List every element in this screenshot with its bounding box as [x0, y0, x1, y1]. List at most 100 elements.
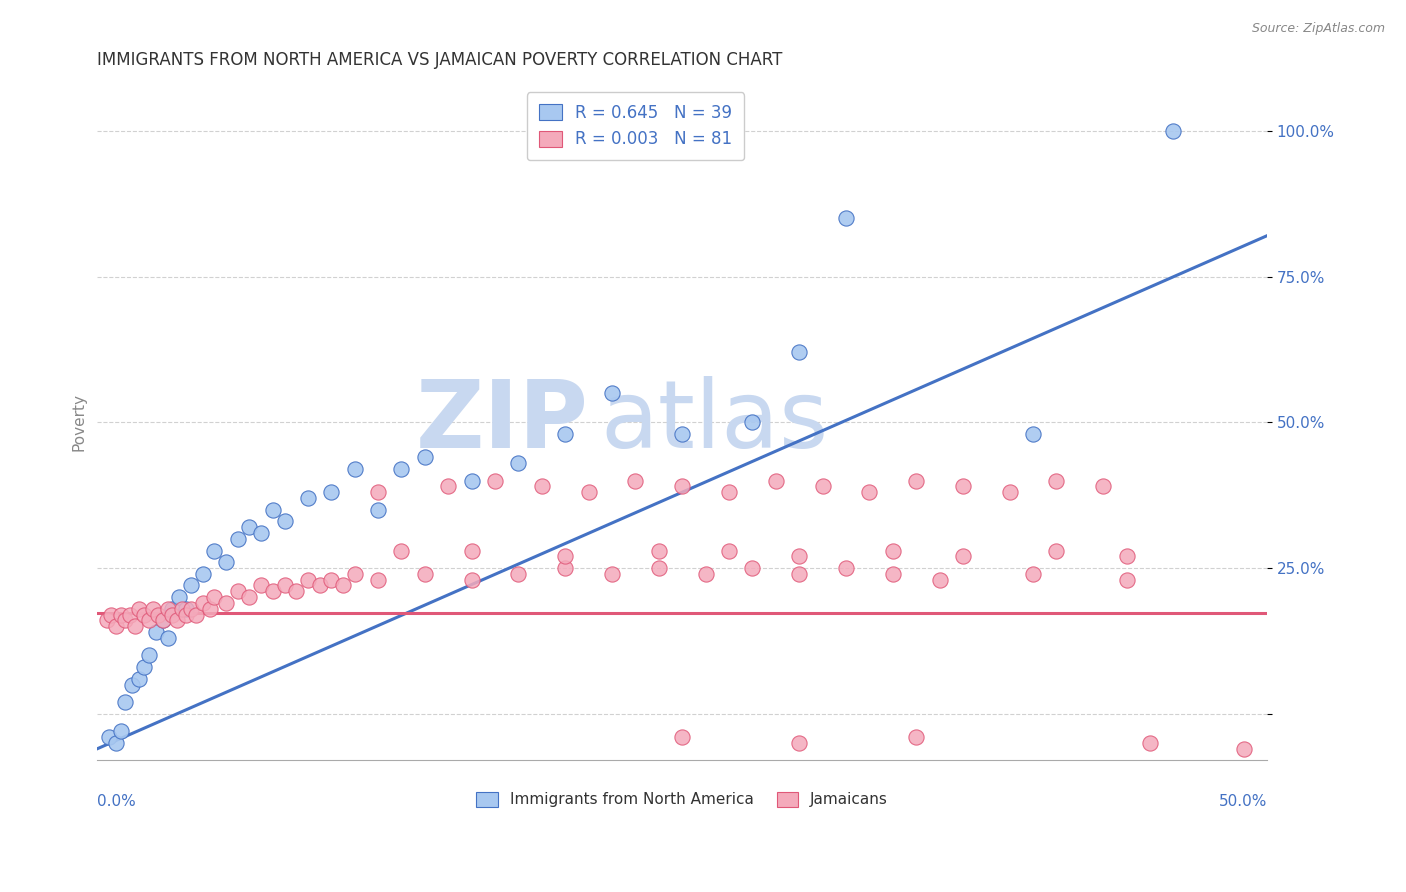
- Point: [952, 479, 974, 493]
- Point: [554, 561, 576, 575]
- Point: [1115, 573, 1137, 587]
- Point: [226, 584, 249, 599]
- Point: [128, 672, 150, 686]
- Point: [554, 549, 576, 564]
- Point: [156, 602, 179, 616]
- Point: [138, 614, 160, 628]
- Point: [297, 491, 319, 505]
- Point: [437, 479, 460, 493]
- Point: [1139, 736, 1161, 750]
- Point: [460, 573, 482, 587]
- Point: [121, 677, 143, 691]
- Point: [367, 502, 389, 516]
- Point: [120, 607, 142, 622]
- Point: [413, 566, 436, 581]
- Point: [367, 485, 389, 500]
- Point: [741, 561, 763, 575]
- Point: [343, 462, 366, 476]
- Point: [835, 211, 858, 226]
- Point: [508, 566, 530, 581]
- Point: [1022, 426, 1045, 441]
- Point: [226, 532, 249, 546]
- Point: [110, 607, 132, 622]
- Point: [152, 614, 174, 628]
- Point: [160, 607, 183, 622]
- Point: [160, 602, 183, 616]
- Text: atlas: atlas: [600, 376, 828, 468]
- Point: [787, 549, 810, 564]
- Legend: Immigrants from North America, Jamaicans: Immigrants from North America, Jamaicans: [470, 786, 894, 814]
- Point: [170, 602, 193, 616]
- Point: [215, 555, 238, 569]
- Point: [146, 607, 169, 622]
- Point: [238, 590, 260, 604]
- Point: [105, 619, 128, 633]
- Point: [530, 479, 553, 493]
- Point: [142, 602, 165, 616]
- Point: [835, 561, 858, 575]
- Y-axis label: Poverty: Poverty: [72, 393, 86, 451]
- Text: Source: ZipAtlas.com: Source: ZipAtlas.com: [1251, 22, 1385, 36]
- Point: [174, 607, 197, 622]
- Point: [787, 566, 810, 581]
- Point: [1163, 124, 1185, 138]
- Point: [882, 566, 904, 581]
- Point: [413, 450, 436, 465]
- Point: [180, 578, 202, 592]
- Point: [297, 573, 319, 587]
- Point: [145, 625, 167, 640]
- Point: [156, 631, 179, 645]
- Point: [600, 566, 623, 581]
- Point: [484, 474, 506, 488]
- Point: [198, 602, 221, 616]
- Point: [460, 543, 482, 558]
- Point: [273, 514, 295, 528]
- Point: [391, 543, 413, 558]
- Point: [554, 426, 576, 441]
- Point: [905, 474, 928, 488]
- Text: ZIP: ZIP: [416, 376, 589, 468]
- Point: [648, 543, 671, 558]
- Point: [124, 619, 146, 633]
- Point: [858, 485, 880, 500]
- Point: [1045, 474, 1067, 488]
- Point: [202, 590, 225, 604]
- Point: [508, 456, 530, 470]
- Point: [184, 607, 207, 622]
- Point: [180, 602, 202, 616]
- Point: [167, 590, 190, 604]
- Point: [285, 584, 308, 599]
- Point: [671, 730, 693, 744]
- Point: [717, 485, 740, 500]
- Point: [332, 578, 354, 592]
- Point: [105, 736, 128, 750]
- Point: [671, 479, 693, 493]
- Point: [998, 485, 1021, 500]
- Point: [166, 614, 188, 628]
- Point: [811, 479, 834, 493]
- Point: [238, 520, 260, 534]
- Point: [262, 584, 284, 599]
- Point: [600, 386, 623, 401]
- Point: [174, 602, 197, 616]
- Point: [343, 566, 366, 581]
- Point: [671, 426, 693, 441]
- Point: [367, 573, 389, 587]
- Text: 0.0%: 0.0%: [97, 794, 136, 809]
- Point: [134, 607, 156, 622]
- Text: IMMIGRANTS FROM NORTH AMERICA VS JAMAICAN POVERTY CORRELATION CHART: IMMIGRANTS FROM NORTH AMERICA VS JAMAICA…: [97, 51, 783, 69]
- Point: [624, 474, 647, 488]
- Point: [250, 526, 273, 541]
- Point: [321, 573, 343, 587]
- Point: [1233, 741, 1256, 756]
- Point: [928, 573, 950, 587]
- Point: [882, 543, 904, 558]
- Point: [250, 578, 273, 592]
- Point: [648, 561, 671, 575]
- Point: [905, 730, 928, 744]
- Point: [114, 614, 136, 628]
- Point: [741, 415, 763, 429]
- Point: [138, 648, 160, 663]
- Point: [191, 596, 214, 610]
- Point: [215, 596, 238, 610]
